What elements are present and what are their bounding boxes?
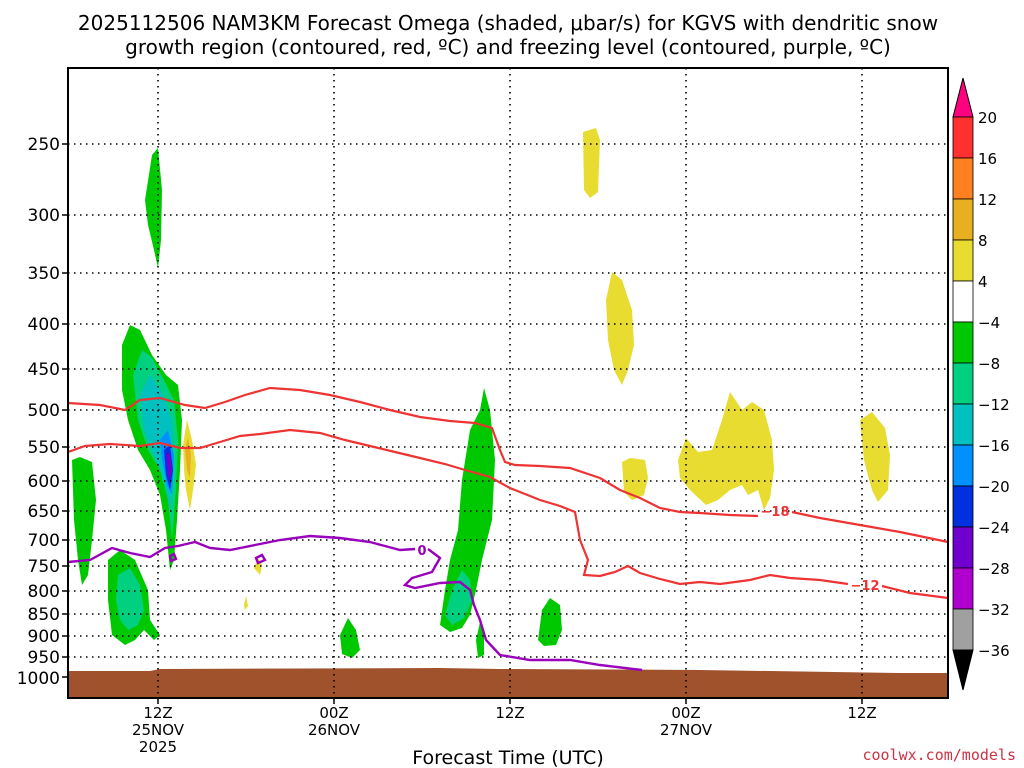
contour-label-zero: 0 xyxy=(417,544,426,559)
colorbar-label: −20 xyxy=(978,478,1010,496)
x-tick-label: 12Z xyxy=(495,704,524,722)
y-tick-label: 500 xyxy=(28,401,60,421)
contour-label-minus18: −18 xyxy=(761,505,790,520)
omega-shading xyxy=(72,128,890,658)
grid-lines xyxy=(68,68,948,698)
y-tick-label: 450 xyxy=(28,360,60,380)
x-tick-label: 25NOV xyxy=(132,721,185,739)
colorbar-label: 4 xyxy=(978,273,988,291)
y-tick-label: 950 xyxy=(28,648,60,668)
contour-label-minus12: −12 xyxy=(851,579,880,594)
colorbar-label: −36 xyxy=(978,642,1010,660)
contour-line-minus12-b xyxy=(881,584,949,600)
x-tick-marks xyxy=(157,698,863,704)
colorbar-label: −4 xyxy=(978,314,1000,332)
y-tick-label: 900 xyxy=(28,627,60,647)
y-tick-label: 550 xyxy=(28,438,60,458)
y-tick-label: 350 xyxy=(28,264,60,284)
omega-area xyxy=(340,618,360,658)
dgz-contours xyxy=(67,386,949,600)
y-tick-label: 1000 xyxy=(17,669,60,689)
x-tick-label: 26NOV xyxy=(308,721,361,739)
x-tick-labels: 12Z 25NOV 2025 00Z 26NOV 12Z 00Z 27NOV 1… xyxy=(132,704,877,756)
contour-line-minus18 xyxy=(67,386,759,518)
y-tick-label: 700 xyxy=(28,531,60,551)
contour-line-minus12 xyxy=(67,428,849,586)
credit-link[interactable]: coolwx.com/models xyxy=(862,746,1016,764)
x-tick-label: 2025 xyxy=(139,738,177,756)
colorbar-label: 20 xyxy=(978,109,997,127)
y-tick-label: 300 xyxy=(28,206,60,226)
colorbar-label: −24 xyxy=(978,519,1010,537)
x-axis-label: Forecast Time (UTC) xyxy=(412,747,603,768)
omega-area xyxy=(678,392,774,510)
colorbar-label: −12 xyxy=(978,396,1010,414)
colorbar xyxy=(952,77,974,691)
y-tick-marks xyxy=(62,143,68,678)
omega-area xyxy=(606,272,634,385)
colorbar-label: −8 xyxy=(978,355,1000,373)
x-tick-label: 27NOV xyxy=(660,721,713,739)
omega-area xyxy=(145,148,162,268)
colorbar-label: −32 xyxy=(978,601,1010,619)
terrain-fill xyxy=(68,668,948,698)
omega-area xyxy=(538,598,562,646)
y-tick-label: 400 xyxy=(28,315,60,335)
colorbar-labels: 20 16 12 8 4 −4 −8 −12 −16 −20 −24 −28 −… xyxy=(978,109,1010,660)
omega-area xyxy=(860,412,890,502)
y-tick-label: 250 xyxy=(28,135,60,155)
colorbar-label: 16 xyxy=(978,150,997,168)
x-tick-label: 00Z xyxy=(671,704,700,722)
colorbar-label: 8 xyxy=(978,232,988,250)
omega-area xyxy=(476,622,484,658)
freezing-level-contour xyxy=(67,534,643,672)
y-tick-label: 650 xyxy=(28,502,60,522)
x-tick-label: 12Z xyxy=(143,704,172,722)
y-tick-label: 800 xyxy=(28,582,60,602)
chart-title-line2: growth region (contoured, red, ºC) and f… xyxy=(125,35,891,59)
contour-line-minus18-b xyxy=(791,510,949,544)
colorbar-label: 12 xyxy=(978,191,997,209)
plot-frame xyxy=(67,67,949,699)
omega-area xyxy=(244,596,248,610)
omega-area xyxy=(445,570,472,625)
y-tick-label: 600 xyxy=(28,472,60,492)
x-tick-label: 12Z xyxy=(847,704,876,722)
omega-area xyxy=(622,458,648,500)
omega-area xyxy=(583,128,600,198)
y-tick-label: 850 xyxy=(28,605,60,625)
colorbar-label: −16 xyxy=(978,437,1010,455)
colorbar-label: −28 xyxy=(978,560,1010,578)
omega-area xyxy=(166,452,172,482)
omega-area xyxy=(440,388,495,632)
y-tick-labels: 250 300 350 400 450 500 550 600 650 700 … xyxy=(17,135,60,689)
omega-area xyxy=(72,457,96,585)
y-tick-label: 750 xyxy=(28,557,60,577)
x-tick-label: 00Z xyxy=(319,704,348,722)
chart-title-line1: 2025112506 NAM3KM Forecast Omega (shaded… xyxy=(78,11,938,35)
